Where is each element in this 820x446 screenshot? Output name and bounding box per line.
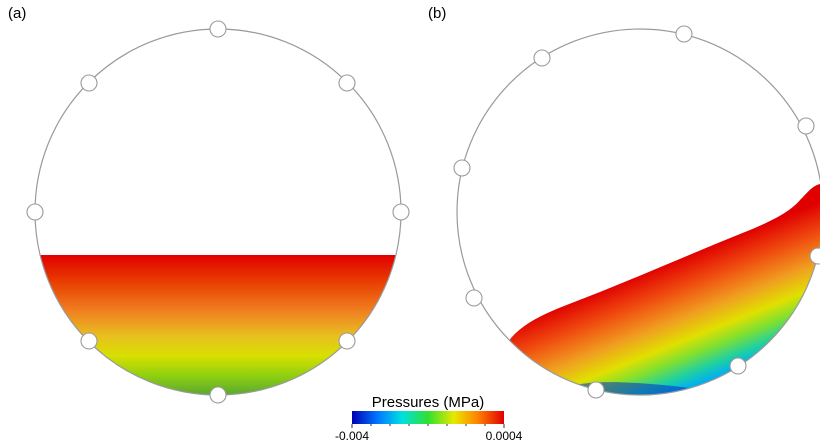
panel-label-a: (a) — [8, 5, 26, 22]
colorbar: Pressures (MPa) -0.004 0.0004 — [335, 394, 523, 443]
tank-b — [453, 25, 820, 399]
tank-a — [26, 20, 410, 404]
colorbar-min-label: -0.004 — [335, 429, 369, 443]
fluid-b — [500, 184, 820, 395]
colorbar-gradient — [352, 411, 504, 424]
colorbar-title: Pressures (MPa) — [372, 394, 485, 411]
tank-outline-b — [456, 28, 820, 396]
panel-label-b: (b) — [428, 5, 446, 22]
colorbar-ticks — [351, 424, 505, 428]
fluid-a — [35, 255, 401, 395]
colorbar-max-label: 0.0004 — [486, 429, 523, 443]
baffles-b — [453, 25, 820, 399]
baffles-a — [26, 20, 410, 404]
